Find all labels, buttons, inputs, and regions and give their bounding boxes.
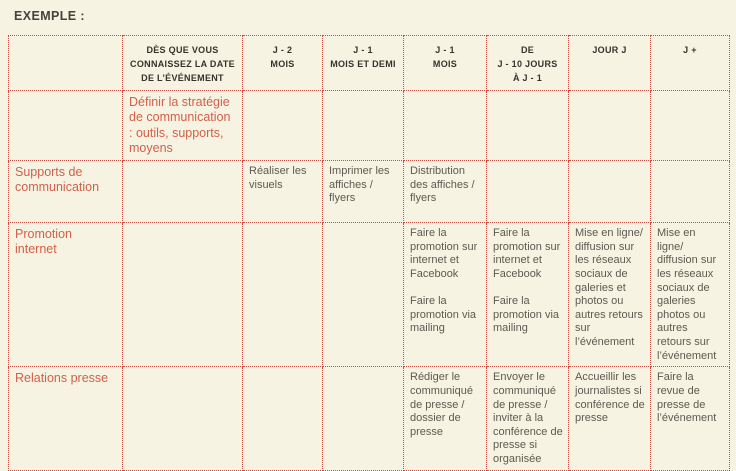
- table-cell-accueillir-journalistes: Accueillir les journalistes si conférenc…: [568, 366, 651, 471]
- table-row-promotion-internet: Promotion internet Faire la promotion su…: [8, 221, 730, 368]
- table-cell: [122, 366, 243, 471]
- table-cell-distribution-affiches: Distribution des affiches / flyers: [403, 160, 487, 223]
- table-cell: [322, 366, 404, 471]
- column-header-labels: [8, 35, 123, 91]
- planning-table: DÈS QUE VOUS CONNAISSEZ LA DATE DE L’ÉVÉ…: [8, 35, 730, 471]
- column-header-j-2-mois: J - 2 MOIS: [242, 35, 323, 91]
- header-row: DÈS QUE VOUS CONNAISSEZ LA DATE DE L’ÉVÉ…: [8, 35, 730, 91]
- table-cell: [122, 221, 243, 368]
- table-cell: [122, 160, 243, 223]
- table-cell: [650, 90, 730, 161]
- table-cell: [322, 221, 404, 368]
- table-cell: [568, 160, 651, 223]
- row-label-relations-presse: Relations presse: [8, 366, 123, 471]
- table-cell: [242, 366, 323, 471]
- table-row-supports: Supports de communication Réaliser les v…: [8, 160, 730, 223]
- column-header-jour-j: JOUR J: [568, 35, 651, 91]
- table-cell: [403, 90, 487, 161]
- table-cell-mise-en-ligne-j-plus: Mise en ligne/ diffusion sur les réseaux…: [650, 221, 730, 368]
- table-cell: [568, 90, 651, 161]
- table-cell-realiser-visuels: Réaliser les visuels: [242, 160, 323, 223]
- table-row-strategie: Définir la stratégie de communication : …: [8, 90, 730, 161]
- table-cell: [486, 160, 569, 223]
- table-cell: [650, 160, 730, 223]
- column-header-j-plus: J +: [650, 35, 730, 91]
- column-header-j-1-mois-et-demi: J - 1 MOIS ET DEMI: [322, 35, 404, 91]
- row-label-cell: [8, 90, 123, 161]
- column-header-j-1-mois: J - 1 MOIS: [403, 35, 487, 91]
- row-label-supports: Supports de communication: [8, 160, 123, 223]
- table-cell: [242, 90, 323, 161]
- column-header-date-connue: DÈS QUE VOUS CONNAISSEZ LA DATE DE L’ÉVÉ…: [122, 35, 243, 91]
- table-cell-promo-internet-facebook-2: Faire la promotion sur internet et Faceb…: [486, 221, 569, 368]
- table-cell: [486, 90, 569, 161]
- table-cell-revue-de-presse: Faire la revue de presse de l’événement: [650, 366, 730, 471]
- column-header-j-10-jours: DE J - 10 JOURS À J - 1: [486, 35, 569, 91]
- table-cell-rediger-communique: Rédiger le communiqué de presse / dossie…: [403, 366, 487, 471]
- table-cell: [322, 90, 404, 161]
- table-cell-imprimer-affiches: Imprimer les affiches / flyers: [322, 160, 404, 223]
- table-cell-envoyer-communique: Envoyer le communiqué de presse / invite…: [486, 366, 569, 471]
- page-title: EXEMPLE :: [14, 9, 85, 23]
- row-label-promotion-internet: Promotion internet: [8, 221, 123, 368]
- table-cell-definir-strategie: Définir la stratégie de communication : …: [122, 90, 243, 161]
- table-row-relations-presse: Relations presse Rédiger le communiqué d…: [8, 366, 730, 471]
- table-cell-mise-en-ligne-jour-j: Mise en ligne/ diffusion sur les réseaux…: [568, 221, 651, 368]
- table-cell: [242, 221, 323, 368]
- table-cell-promo-internet-facebook-1: Faire la promotion sur internet et Faceb…: [403, 221, 487, 368]
